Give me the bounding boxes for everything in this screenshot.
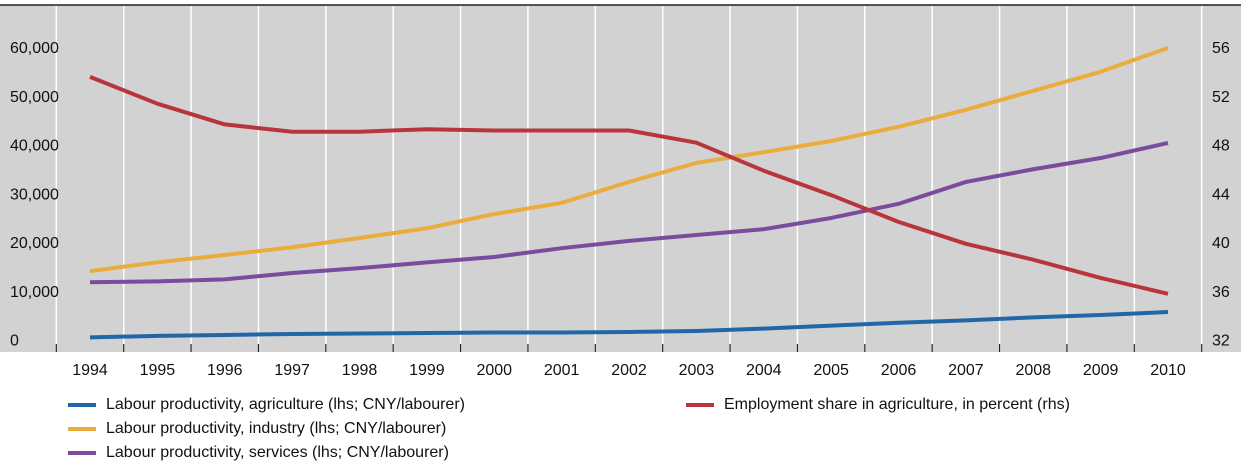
legend-label: Employment share in agriculture, in perc… (724, 396, 1070, 413)
x-tick-label: 2004 (746, 362, 782, 379)
y2-tick-label: 52 (1212, 89, 1230, 106)
x-tick-label: 1998 (342, 362, 378, 379)
x-tick-label: 2009 (1083, 362, 1119, 379)
series-line (89, 140, 1169, 285)
y-tick-label: 60,000 (10, 40, 59, 57)
y-tick-label: 40,000 (10, 138, 59, 155)
y2-tick-label: 32 (1212, 332, 1230, 349)
legend-label: Labour productivity, agriculture (lhs; C… (106, 396, 465, 413)
x-tick-label: 2006 (881, 362, 917, 379)
x-tick-label: 2002 (611, 362, 647, 379)
x-tick-label: 1997 (274, 362, 310, 379)
x-tick-label: 2007 (948, 362, 984, 379)
x-tick-label: 2005 (813, 362, 849, 379)
x-tick-label: 1996 (207, 362, 243, 379)
y2-tick-label: 36 (1212, 284, 1230, 301)
y-tick-label: 20,000 (10, 235, 59, 252)
y2-tick-label: 44 (1212, 186, 1230, 203)
y2-tick-label: 56 (1212, 40, 1230, 57)
series-line (89, 310, 1169, 340)
y-tick-label: 50,000 (10, 89, 59, 106)
series-line (89, 75, 1169, 296)
x-tick-label: 2001 (544, 362, 580, 379)
legend-label: Labour productivity, industry (lhs; CNY/… (106, 420, 446, 437)
series-line (89, 46, 1169, 274)
y-tick-label: 0 (10, 332, 19, 349)
y-tick-label: 10,000 (10, 284, 59, 301)
plot-area (0, 5, 1241, 352)
x-tick-label: 1999 (409, 362, 445, 379)
y2-tick-label: 48 (1212, 138, 1230, 155)
x-tick-label: 2000 (476, 362, 512, 379)
y-tick-label: 30,000 (10, 186, 59, 203)
x-tick-label: 2008 (1015, 362, 1051, 379)
x-tick-label: 2003 (679, 362, 715, 379)
x-tick-label: 2010 (1150, 362, 1186, 379)
legend-label: Labour productivity, services (lhs; CNY/… (106, 444, 449, 461)
x-tick-label: 1995 (140, 362, 176, 379)
x-tick-label: 1994 (72, 362, 108, 379)
y2-tick-label: 40 (1212, 235, 1230, 252)
